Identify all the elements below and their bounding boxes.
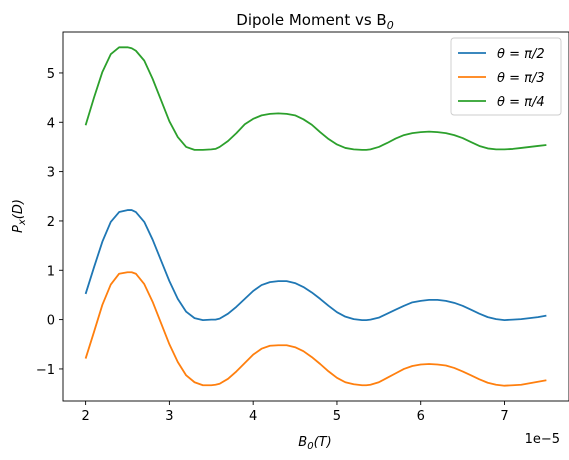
series-line-1: [84, 271, 547, 387]
y-tick-label: −1: [36, 363, 55, 378]
y-tick-label: 3: [47, 166, 55, 181]
y-tick-label: 2: [47, 215, 55, 230]
x-tick-label: 7: [500, 409, 508, 424]
y-axis-label: Px(D): [11, 199, 28, 233]
chart-title: Dipole Moment vs B0: [236, 11, 393, 32]
x-tick-label: 4: [249, 409, 257, 424]
y-tick-label: 5: [47, 67, 55, 82]
x-axis-ticks: 2 3 4 5 6 7: [81, 401, 509, 424]
x-axis-label: B0(T): [298, 435, 331, 452]
y-tick-label: 0: [47, 314, 55, 329]
x-tick-label: 2: [81, 409, 89, 424]
legend-label-pi-over-3: θ = π/3: [497, 71, 545, 86]
legend-label-pi-over-4: θ = π/4: [497, 95, 545, 110]
legend-box: [450, 37, 562, 116]
x-axis-offset-label: 1e−5: [525, 432, 560, 447]
y-tick-label: 4: [47, 116, 55, 131]
x-tick-label: 3: [165, 409, 173, 424]
x-tick-label: 5: [333, 409, 341, 424]
x-tick-label: 6: [417, 409, 425, 424]
series-line-0: [84, 209, 547, 321]
legend: θ = π/2 θ = π/3 θ = π/4: [450, 37, 562, 116]
legend-label-pi-over-2: θ = π/2: [497, 47, 545, 62]
y-tick-label: 1: [47, 264, 55, 279]
series-line-2: [84, 46, 547, 151]
y-axis-ticks: −1 0 1 2 3 4 5: [36, 67, 63, 378]
axes-frame: [62, 31, 569, 402]
plot-area: [84, 46, 547, 387]
